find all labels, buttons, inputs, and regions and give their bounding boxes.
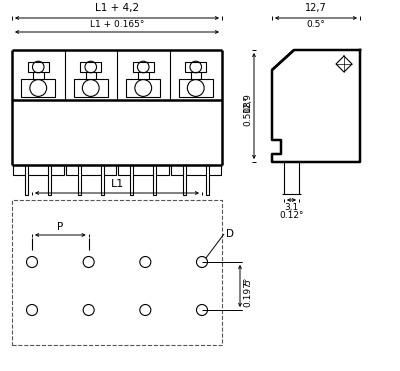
Bar [185, 62, 206, 72]
Bar [66, 165, 116, 175]
Text: 0.197°: 0.197° [243, 277, 252, 307]
Bar [80, 62, 101, 72]
Bar [74, 79, 108, 97]
Text: 12,9: 12,9 [243, 92, 252, 112]
Bar [13, 165, 64, 175]
Text: 3,1: 3,1 [284, 203, 299, 212]
Bar [170, 165, 221, 175]
Text: 12,7: 12,7 [305, 3, 327, 13]
Text: 5: 5 [243, 279, 252, 285]
Text: 0.508°: 0.508° [243, 96, 252, 126]
Text: D: D [226, 229, 234, 239]
Bar [206, 165, 209, 195]
Text: L1 + 4,2: L1 + 4,2 [95, 3, 139, 13]
Bar [101, 165, 104, 195]
Bar [78, 165, 81, 195]
Bar [28, 62, 49, 72]
Bar [130, 165, 133, 195]
Bar [12, 200, 222, 345]
Text: 0.5°: 0.5° [306, 20, 326, 29]
Text: L1 + 0.165°: L1 + 0.165° [90, 20, 144, 29]
Text: P: P [57, 222, 64, 232]
Bar [126, 79, 160, 97]
Bar [153, 165, 156, 195]
Bar [48, 165, 51, 195]
Text: 0.12°: 0.12° [279, 211, 304, 220]
Bar [118, 165, 168, 175]
Bar [22, 79, 55, 97]
Bar [25, 165, 28, 195]
Bar [183, 165, 186, 195]
Bar [133, 62, 154, 72]
Text: L1: L1 [110, 179, 124, 189]
Bar [179, 79, 212, 97]
